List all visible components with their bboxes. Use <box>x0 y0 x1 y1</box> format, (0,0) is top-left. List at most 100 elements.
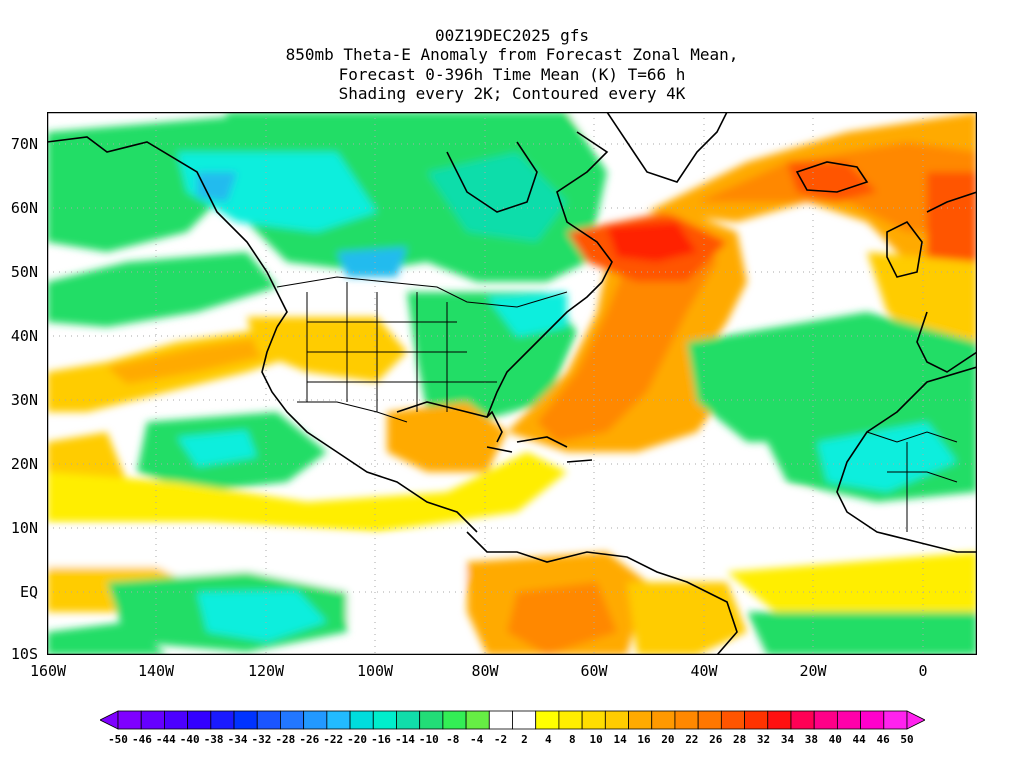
map-border <box>47 112 977 655</box>
caribbean-islands <box>486 436 593 463</box>
lat-label: 50N <box>10 263 38 281</box>
lon-label: 120W <box>247 662 285 680</box>
coastlines <box>47 112 977 655</box>
colorbar-swatch <box>465 710 490 730</box>
colorbar-tick-label: 50 <box>900 733 914 746</box>
colorbar <box>100 710 925 730</box>
us-mexico-border <box>297 401 408 423</box>
lat-label: 10S <box>10 645 38 663</box>
colorbar-tick-label: 28 <box>733 733 747 746</box>
colorbar-swatch <box>396 710 421 730</box>
colorbar-swatch <box>349 710 374 730</box>
colorbar-tick-label: 14 <box>613 733 627 746</box>
colorbar-tick-label: -46 <box>131 733 152 746</box>
colorbar-tick-label: 32 <box>756 733 771 746</box>
colorbar-swatch <box>790 710 815 730</box>
lon-label: 60W <box>580 662 608 680</box>
colorbar-swatch <box>697 710 722 730</box>
us-west-coast <box>261 326 478 533</box>
lon-label: 140W <box>137 662 175 680</box>
colorbar-tick-label: -40 <box>179 733 200 746</box>
south-america-coast <box>466 531 738 655</box>
canada-us-border <box>276 276 568 308</box>
colorbar-tick-label: -22 <box>323 733 344 746</box>
gulf-coast <box>396 281 603 418</box>
colorbar-swatch <box>558 710 583 730</box>
alaska-coast <box>47 136 288 328</box>
colorbar-tick-label: -32 <box>251 733 272 746</box>
colorbar-tick-label: 2 <box>521 733 528 746</box>
anomaly-shading <box>47 112 977 655</box>
colorbar-tick-label: -16 <box>371 733 391 746</box>
lat-label: 40N <box>10 327 38 345</box>
colorbar-tick-label: -20 <box>347 733 368 746</box>
colorbar-swatch <box>512 710 537 730</box>
hudson-bay <box>446 141 538 213</box>
colorbar-tick-label: -2 <box>493 733 508 746</box>
europe-coast <box>916 191 977 373</box>
colorbar-swatch <box>164 710 189 730</box>
africa-borders <box>866 431 958 532</box>
lat-label: 20N <box>10 455 38 473</box>
colorbar-swatch <box>140 710 165 730</box>
florida-coast <box>486 410 503 443</box>
colorbar-swatch <box>651 710 676 730</box>
colorbar-tick-label: -50 <box>108 733 128 746</box>
graticule <box>47 112 977 655</box>
colorbar-swatch <box>836 710 861 730</box>
colorbar-tick-label: -4 <box>470 733 484 746</box>
colorbar-tick-label: 8 <box>568 733 576 746</box>
colorbar-swatch <box>117 710 142 730</box>
colorbar-swatch <box>581 710 606 730</box>
colorbar-swatch <box>442 710 467 730</box>
colorbar-swatch <box>419 710 444 730</box>
colorbar-swatch <box>674 710 699 730</box>
political-borders <box>276 276 958 532</box>
colorbar-tick-label: 44 <box>852 733 866 746</box>
colorbar-tick-label: -14 <box>394 733 415 746</box>
colorbar-tick-label: 22 <box>685 733 699 746</box>
lat-label: 30N <box>10 391 38 409</box>
colorbar-swatch <box>628 710 653 730</box>
lon-label: 100W <box>356 662 394 680</box>
colorbar-tick-label: -10 <box>418 733 439 746</box>
colorbar-swatch <box>813 710 838 730</box>
lon-label: 80W <box>471 662 499 680</box>
colorbar-tick-label: -26 <box>299 733 320 746</box>
colorbar-swatch <box>256 710 281 730</box>
colorbar-swatch <box>187 710 212 730</box>
lat-label: 10N <box>10 519 38 537</box>
colorbar-tick-label: 26 <box>709 733 723 746</box>
colorbar-tick-label: -8 <box>446 733 460 746</box>
colorbar-swatch <box>767 710 792 730</box>
colorbar-swatch <box>303 710 328 730</box>
colorbar-swatch <box>860 710 885 730</box>
greenland-coast <box>606 112 728 183</box>
colorbar-tick-label: -38 <box>203 733 224 746</box>
colorbar-swatch <box>233 710 258 730</box>
colorbar-tick-label: 4 <box>545 733 552 746</box>
colorbar-swatch <box>280 710 305 730</box>
lon-label: 0 <box>918 662 928 680</box>
lat-label: 70N <box>10 135 38 153</box>
colorbar-tick-label: 10 <box>589 733 603 746</box>
colorbar-tick-label: 16 <box>637 733 651 746</box>
title-line-4: Shading every 2K; Contoured every 4K <box>338 84 686 103</box>
colorbar-swatch <box>604 710 629 730</box>
colorbar-swatch <box>720 710 745 730</box>
colorbar-tick-label: 34 <box>780 733 795 746</box>
us-state-lines <box>306 282 497 412</box>
colorbar-tick-label: 40 <box>828 733 842 746</box>
lon-label: 160W <box>29 662 67 680</box>
colorbar-swatch <box>488 710 513 730</box>
colorbar-tick-label: -34 <box>227 733 248 746</box>
colorbar-tick-label: 46 <box>876 733 890 746</box>
colorbar-min-arrow <box>100 710 119 730</box>
colorbar-swatch <box>210 710 235 730</box>
colorbar-swatch <box>883 710 908 730</box>
lat-label: EQ <box>19 583 38 601</box>
title-line-2: 850mb Theta-E Anomaly from Forecast Zona… <box>285 45 739 64</box>
colorbar-swatch <box>744 710 769 730</box>
colorbar-tick-label: 20 <box>661 733 675 746</box>
title-line-3: Forecast 0-396h Time Mean (K) T=66 h <box>338 65 686 84</box>
